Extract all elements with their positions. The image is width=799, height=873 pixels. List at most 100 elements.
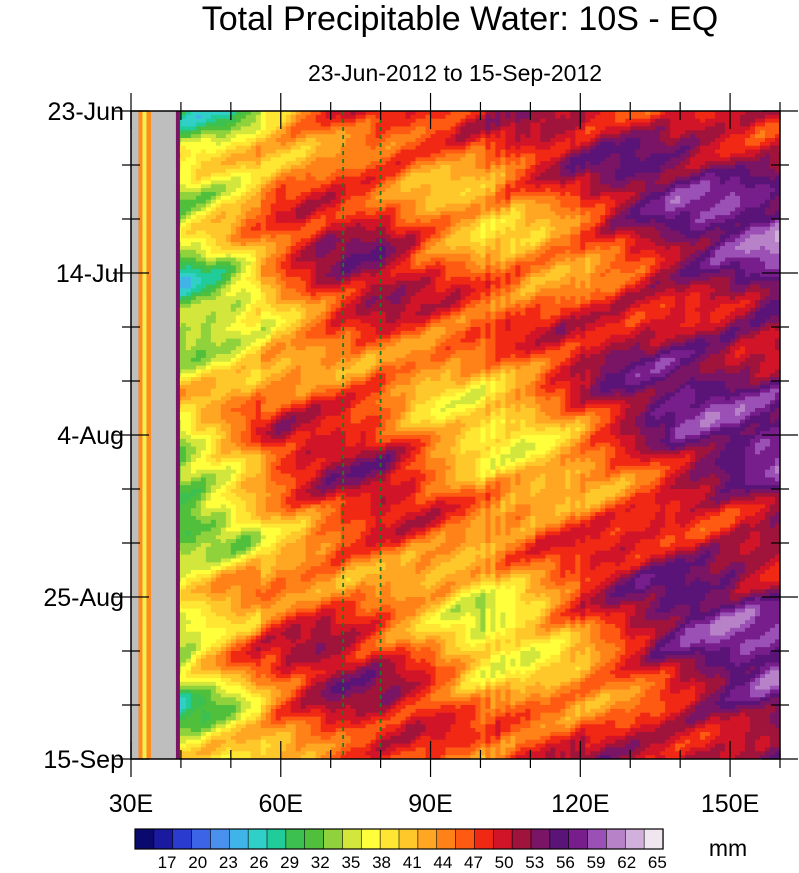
field-cell xyxy=(200,739,207,745)
field-cell xyxy=(215,381,222,386)
field-cell xyxy=(235,122,242,128)
field-cell xyxy=(240,334,247,340)
field-cell xyxy=(225,670,232,675)
field-cell xyxy=(270,654,277,660)
field-cell xyxy=(255,654,262,660)
field-cell xyxy=(250,165,257,170)
field-cell xyxy=(205,122,212,128)
field-cell xyxy=(255,732,262,737)
field-cell xyxy=(255,400,262,405)
field-cell xyxy=(215,361,222,367)
field-cell xyxy=(220,242,227,247)
field-cell xyxy=(230,130,237,135)
field-cell xyxy=(240,597,247,602)
field-cell xyxy=(180,161,187,166)
field-cell xyxy=(205,465,212,471)
field-cell xyxy=(245,554,252,560)
field-cell xyxy=(185,658,192,664)
field-cell xyxy=(255,203,262,209)
field-cell xyxy=(270,739,277,745)
field-cell xyxy=(235,338,242,344)
field-cell xyxy=(215,620,222,625)
field-cell xyxy=(180,435,187,440)
field-cell xyxy=(260,751,267,756)
field-cell xyxy=(255,751,262,756)
field-cell xyxy=(185,381,192,386)
field-cell xyxy=(220,570,227,575)
field-cell xyxy=(225,454,232,459)
field-cell xyxy=(245,523,252,529)
field-cell xyxy=(205,481,212,486)
field-cell xyxy=(265,458,272,463)
field-cell xyxy=(265,215,272,220)
field-cell xyxy=(220,728,227,733)
field-cell xyxy=(230,585,237,590)
field-cell xyxy=(180,431,187,436)
field-cell xyxy=(250,674,257,679)
field-cell xyxy=(190,643,197,648)
field-cell xyxy=(205,747,212,752)
field-cell xyxy=(210,369,217,374)
field-cell xyxy=(275,284,282,290)
field-cell xyxy=(205,338,212,344)
field-cell xyxy=(225,381,232,386)
field-cell xyxy=(220,554,227,560)
field-cell xyxy=(260,566,267,571)
field-cell xyxy=(240,230,247,236)
field-cell xyxy=(200,624,207,629)
field-cell xyxy=(215,523,222,529)
field-cell xyxy=(250,705,257,710)
field-cell xyxy=(260,600,267,606)
field-cell xyxy=(190,469,197,475)
field-cell xyxy=(185,554,192,560)
field-cell xyxy=(185,188,192,193)
field-cell xyxy=(200,627,207,633)
field-cell xyxy=(270,554,277,560)
field-cell xyxy=(210,145,217,151)
field-cell xyxy=(195,246,202,251)
field-cell xyxy=(180,724,187,729)
field-cell xyxy=(180,354,187,359)
field-cell xyxy=(255,612,262,617)
field-cell xyxy=(265,168,272,174)
field-cell xyxy=(255,280,262,286)
field-cell xyxy=(190,334,197,340)
field-cell xyxy=(250,489,257,494)
field-cell xyxy=(265,600,272,606)
field-cell xyxy=(200,735,207,741)
field-cell xyxy=(225,674,232,679)
field-cell xyxy=(240,689,247,695)
field-cell xyxy=(275,242,282,247)
field-cell xyxy=(255,381,262,386)
field-cell xyxy=(260,589,267,594)
field-cell xyxy=(240,442,247,448)
field-cell xyxy=(245,539,252,544)
field-cell xyxy=(245,635,252,641)
field-cell xyxy=(225,307,232,313)
field-cell xyxy=(180,747,187,752)
field-cell xyxy=(235,226,242,232)
field-cell xyxy=(240,562,247,567)
field-cell xyxy=(235,531,242,536)
field-cell xyxy=(270,161,277,166)
field-cell xyxy=(270,465,277,471)
field-cell xyxy=(190,705,197,710)
field-cell xyxy=(260,597,267,602)
field-cell xyxy=(230,735,237,741)
field-cell xyxy=(200,230,207,236)
field-cell xyxy=(240,373,247,378)
field-cell xyxy=(260,539,267,544)
field-cell xyxy=(220,539,227,544)
field-cell xyxy=(200,323,207,328)
field-cell xyxy=(210,500,217,506)
field-cell xyxy=(210,678,217,683)
field-cell xyxy=(250,242,257,247)
field-cell xyxy=(240,431,247,436)
field-cell xyxy=(215,118,222,124)
field-cell xyxy=(235,396,242,401)
field-cell xyxy=(220,130,227,135)
field-cell xyxy=(235,527,242,533)
field-cell xyxy=(260,512,267,517)
field-cell xyxy=(270,265,277,270)
field-cell xyxy=(220,743,227,749)
